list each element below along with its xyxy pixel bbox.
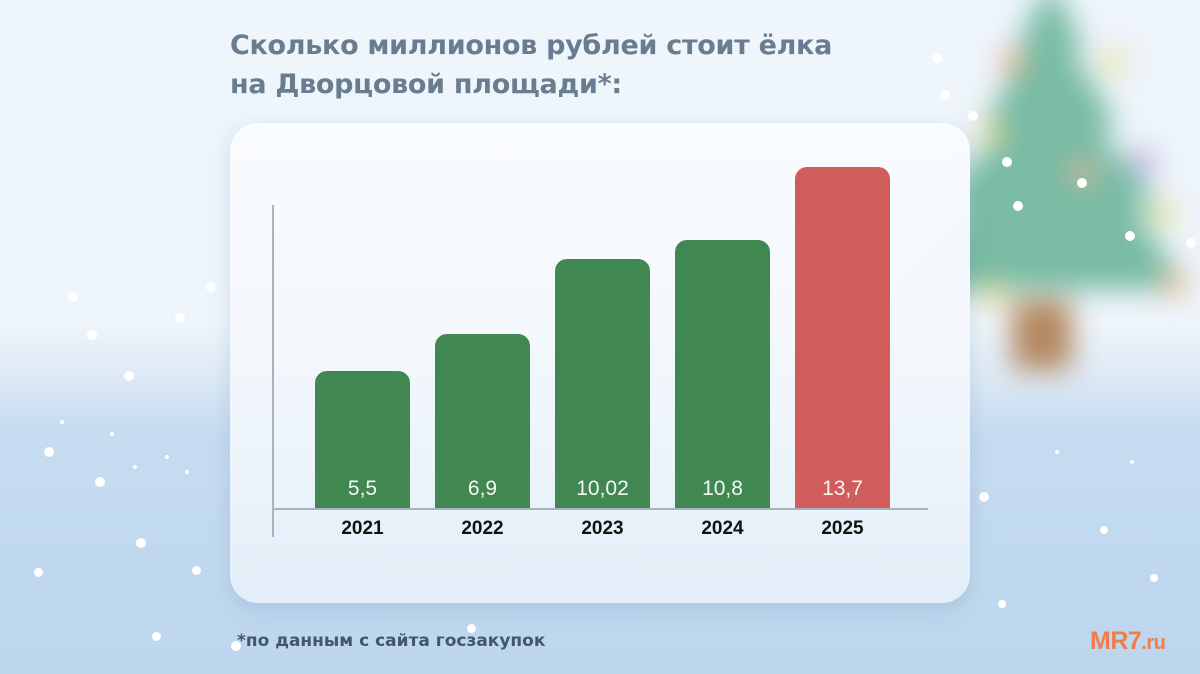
bar-value-label: 10,8 [702,477,743,500]
x-tick-label: 2021 [341,518,384,539]
ornament-icon [1130,150,1156,176]
x-axis-line [272,508,928,510]
x-tick-label: 2025 [821,518,864,539]
bar-2025-highlight: 13,7 [795,167,890,508]
bar-value-label: 10,02 [576,477,629,500]
ornament-icon [1100,50,1126,76]
ornament-icon [1160,270,1186,296]
ornament-icon [1150,200,1176,226]
logo-main: MR7 [1090,627,1142,655]
chart-title-line-2: на Дворцовой площади*: [230,69,622,100]
brand-logo: MR7.ru [1090,627,1166,656]
bar-value-label: 13,7 [822,477,863,500]
source-footnote: *по данным с сайта госзакупок [237,631,546,651]
bar-value-label: 5,5 [347,477,378,500]
ornament-icon [1000,50,1026,76]
x-tick-label: 2024 [701,518,744,539]
x-tick-label: 2022 [461,518,504,539]
y-axis-line [272,205,274,537]
ornament-icon [980,280,1006,306]
chart-title: Сколько миллионов рублей стоит ёлка на Д… [230,26,870,104]
bar-2022: 6,9 [435,334,530,508]
tree-trunk [1012,300,1072,370]
bar-value-label: 6,9 [467,477,498,500]
bar-2023: 10,02 [555,259,650,508]
logo-domain: .ru [1141,632,1166,654]
x-tick-label: 2023 [581,518,624,539]
ornament-icon [980,120,1006,146]
bar-2024: 10,8 [675,240,770,508]
chart-title-line-1: Сколько миллионов рублей стоит ёлка [230,30,832,61]
bar-2021: 5,5 [315,371,410,508]
